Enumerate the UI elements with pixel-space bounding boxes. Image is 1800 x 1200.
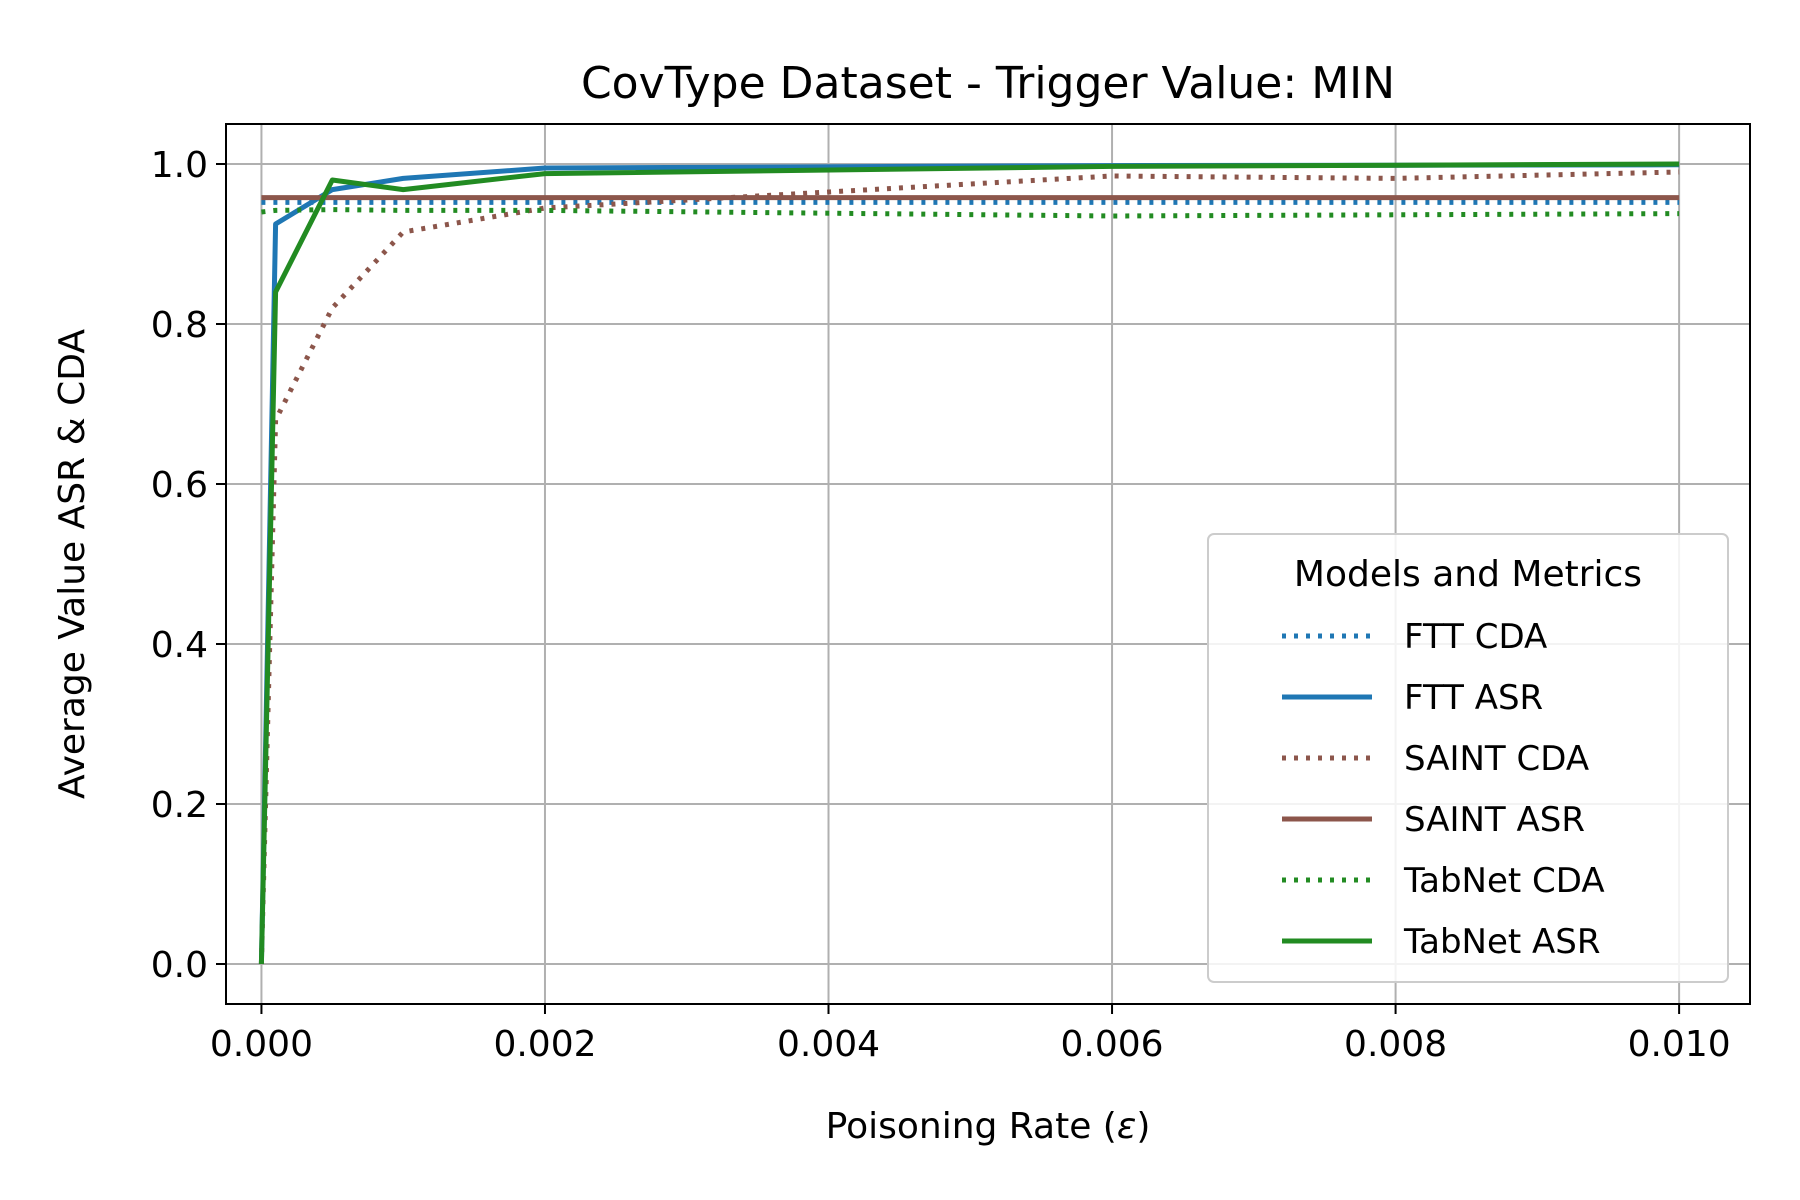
y-axis-label: Average Value ASR & CDA	[52, 329, 93, 799]
y-axis-ticks: 0.0 0.2 0.4 0.6 0.8 1.0	[151, 145, 226, 986]
plot-series	[258, 161, 1680, 965]
y-tick-label: 0.8	[151, 305, 208, 346]
legend-label-tabnet-cda: TabNet CDA	[1403, 861, 1605, 901]
legend-label-saint-asr: SAINT ASR	[1404, 800, 1585, 840]
legend: Models and Metrics FTT CDA FTT ASR SAINT C…	[1207, 533, 1729, 983]
x-tick-label: 0.010	[1628, 1024, 1731, 1065]
legend-label-saint-cda: SAINT CDA	[1404, 739, 1589, 779]
x-axis-ticks: 0.000 0.002 0.004 0.006 0.008 0.010	[210, 1004, 1731, 1065]
x-tick-label: 0.004	[777, 1024, 880, 1065]
x-tick-label: 0.006	[1061, 1024, 1164, 1065]
series-line-tabnet-asr	[258, 161, 1680, 965]
chart-title: CovType Dataset - Trigger Value: MIN	[581, 58, 1395, 109]
series-line-saint-cda	[258, 169, 1680, 965]
axes-frame	[225, 123, 1751, 1005]
y-tick-label: 0.6	[151, 465, 208, 506]
y-tick-label: 0.2	[151, 785, 208, 826]
x-tick-label: 0.000	[210, 1024, 313, 1065]
x-tick-label: 0.008	[1344, 1024, 1447, 1065]
legend-title: Models and Metrics	[1294, 554, 1642, 595]
legend-label-ftt-asr: FTT ASR	[1404, 678, 1543, 718]
legend-entries: FTT CDA FTT ASR SAINT CDA SAINT ASR TabNet C…	[1282, 617, 1605, 962]
legend-label-ftt-cda: FTT CDA	[1404, 617, 1547, 657]
y-tick-label: 1.0	[151, 145, 208, 186]
x-axis-label: Poisoning Rate (ε)	[826, 1106, 1151, 1147]
legend-label-tabnet-asr: TabNet ASR	[1403, 922, 1601, 962]
series-line-tabnet-cda	[261, 207, 1680, 219]
y-tick-label: 0.0	[151, 945, 208, 986]
y-tick-label: 0.4	[151, 625, 208, 666]
x-tick-label: 0.002	[493, 1024, 596, 1065]
legend-box	[1207, 533, 1729, 983]
